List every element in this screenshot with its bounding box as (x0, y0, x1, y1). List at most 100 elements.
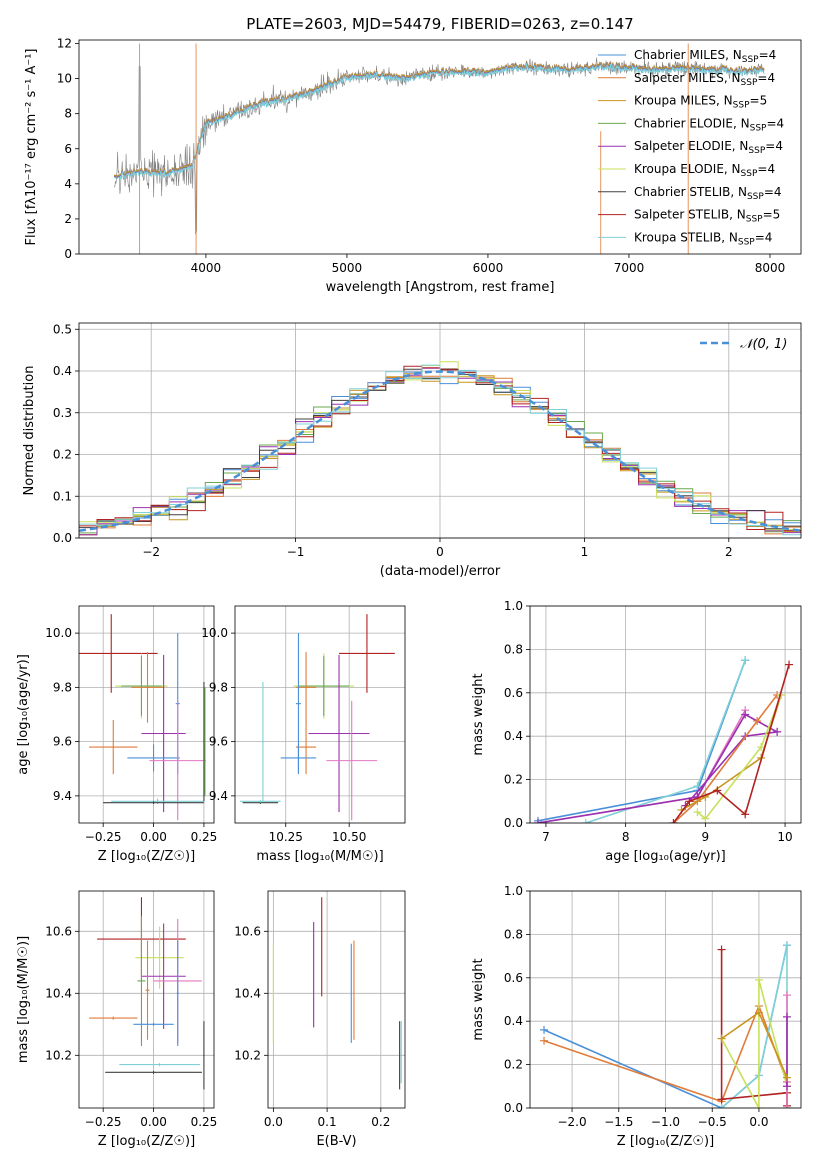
y-axis-label: age [log₁₀(age/yr)] (16, 654, 31, 775)
legend-entry: Chabrier MILES, NSSP=4 (634, 48, 776, 65)
x-tick-label: 0.25 (191, 1115, 218, 1129)
y-tick-label: 0.8 (504, 927, 523, 941)
y-tick-label: 10.2 (234, 1048, 261, 1062)
gridlines (530, 605, 801, 824)
y-tick-label: 0 (64, 247, 72, 261)
y-tick-label: 0.4 (53, 364, 72, 378)
y-tick-label: 9.4 (209, 789, 228, 803)
y-tick-label: 0.2 (504, 773, 523, 787)
gridlines (79, 891, 214, 1108)
x-tick-label: −1 (287, 545, 305, 559)
y-tick-label: 10.6 (45, 924, 72, 938)
axes-frame (78, 322, 802, 539)
y-axis-label: Normed distribution (22, 366, 37, 496)
plot-area (272, 897, 402, 1090)
weight-line-kroupa_miles (721, 1011, 788, 1078)
y-tick-label: 10.0 (45, 626, 72, 640)
plot-area (79, 361, 801, 536)
y-axis-label: mass [log₁₀(M/M☉)] (16, 936, 31, 1063)
weight-line-salpeter_miles (672, 694, 778, 823)
x-tick-label: 7000 (614, 261, 645, 275)
x-axis-label: wavelength [Angstrom, rest frame] (326, 280, 555, 295)
panel-age_vs_mass: 10.25 10.50 9.4 9.6 9.8 10.0 mass [log₁₀(M/M☉)… (201, 605, 406, 864)
x-tick-label: 8 (622, 830, 630, 844)
x-tick-label: 0.00 (140, 830, 167, 844)
y-tick-label: 0.8 (504, 642, 523, 656)
axes-frame (529, 605, 802, 824)
y-tick-label: 9.6 (209, 735, 228, 749)
plot-area (79, 614, 206, 821)
y-tick-label: 10 (57, 72, 72, 86)
y-tick-label: 0.5 (53, 322, 72, 336)
y-tick-label: 0.0 (504, 816, 523, 830)
y-tick-label: 0.2 (53, 448, 72, 462)
legend-entry: Chabrier ELODIE, NSSP=4 (634, 116, 784, 133)
gridlines (79, 606, 214, 823)
x-tick-label: −0.25 (85, 1115, 122, 1129)
panel-weight_vs_z: −2.0 −1.5 −1.0 −0.5 0.0 0.0 0.2 0.4 0.6 0.8 1.0 Z [… (471, 884, 802, 1149)
x-tick-label: 0.1 (318, 1115, 337, 1129)
plot-area (113, 43, 765, 254)
y-tick-label: 10.2 (45, 1048, 72, 1062)
y-tick-label: 1.0 (504, 599, 523, 613)
x-tick-label: 5000 (332, 261, 363, 275)
y-tick-label: 0.2 (504, 1058, 523, 1072)
x-tick-label: −0.25 (85, 830, 122, 844)
legend-entry: Kroupa ELODIE, NSSP=4 (634, 162, 775, 179)
x-tick-label: 4000 (191, 261, 222, 275)
legend-entry: Kroupa MILES, NSSP=5 (634, 94, 767, 111)
spectrum-model-kroupa_stelib (113, 63, 765, 181)
y-tick-label: 8 (64, 107, 72, 121)
axes-frame (78, 890, 215, 1109)
y-tick-label: 10.0 (201, 626, 228, 640)
x-axis-label: Z [log₁₀(Z/Z☉)] (98, 1134, 195, 1149)
x-tick-label: −2.0 (557, 1115, 586, 1129)
y-tick-label: 2 (64, 212, 72, 226)
x-axis-label: Z [log₁₀(Z/Z☉)] (617, 1134, 714, 1149)
gridlines (268, 891, 405, 1108)
x-tick-label: 10.50 (332, 830, 366, 844)
weight-line-salpeter_stelib (720, 949, 788, 1106)
x-tick-label: −0.5 (698, 1115, 727, 1129)
x-tick-label: 9 (702, 830, 710, 844)
y-tick-label: 0.3 (53, 406, 72, 420)
weight-line-salpeter_elodie (537, 713, 778, 823)
y-tick-label: 0.0 (53, 531, 72, 545)
y-tick-label: 12 (57, 37, 72, 51)
x-tick-label: 0 (436, 545, 444, 559)
y-tick-label: 4 (64, 177, 72, 191)
panel-mass_vs_z: −0.25 0.00 0.25 10.2 10.4 10.6 Z [log₁₀(Z/Z☉)]… (16, 890, 218, 1149)
legend-entry: Salpeter ELODIE, NSSP=4 (634, 139, 783, 156)
x-tick-label: 0.25 (191, 830, 218, 844)
legend-entry: 𝒩(0, 1) (740, 337, 787, 352)
x-tick-label: −2 (142, 545, 160, 559)
axes-frame (78, 605, 215, 824)
axes-frame (234, 605, 406, 824)
y-tick-label: 1.0 (504, 884, 523, 898)
y-tick-label: 9.6 (53, 735, 72, 749)
x-tick-label: 0.2 (371, 1115, 390, 1129)
x-axis-label: Z [log₁₀(Z/Z☉)] (98, 849, 195, 864)
y-tick-label: 9.8 (53, 680, 72, 694)
x-tick-label: 6000 (473, 261, 504, 275)
x-tick-label: −1.5 (604, 1115, 633, 1129)
y-tick-label: 0.1 (53, 489, 72, 503)
x-tick-label: 10 (777, 830, 792, 844)
legend-entry: Chabrier STELIB, NSSP=4 (634, 185, 782, 202)
axes-frame (78, 39, 802, 255)
x-tick-label: 10.25 (269, 830, 303, 844)
legend-entry: Salpeter MILES, NSSP=4 (634, 71, 775, 88)
x-tick-label: 0.0 (264, 1115, 283, 1129)
legend-entry: Salpeter STELIB, NSSP=5 (634, 208, 780, 225)
figure-title: PLATE=2603, MJD=54479, FIBERID=0263, z=0… (246, 15, 633, 33)
legend-entry: Kroupa STELIB, NSSP=4 (634, 230, 772, 247)
x-axis-label: mass [log₁₀(M/M☉)] (256, 849, 383, 864)
panel-spectrum: 4000 5000 6000 7000 8000 0 2 4 6 8 10 12 wavelength … (24, 37, 802, 295)
panel-mass_vs_ebv: 0.0 0.1 0.2 10.2 10.4 10.6 E(B-V) (234, 890, 406, 1149)
y-axis-label: Flux [fλ10⁻¹⁷ erg cm⁻² s⁻¹ A⁻¹] (24, 49, 39, 246)
y-tick-label: 9.4 (53, 789, 72, 803)
y-tick-label: 10.6 (234, 924, 261, 938)
plot-area (240, 614, 395, 821)
y-tick-label: 0.4 (504, 1014, 523, 1028)
x-tick-label: 1 (581, 545, 589, 559)
